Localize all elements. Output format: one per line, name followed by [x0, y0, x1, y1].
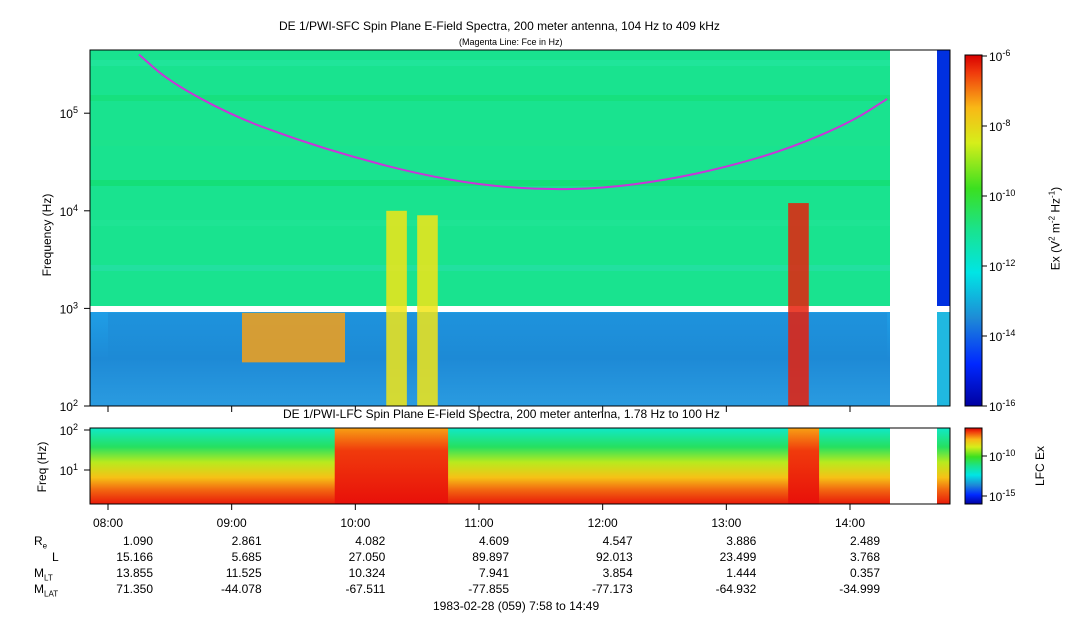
lfc-feature-1: [788, 428, 820, 504]
orbit-cell: 23.499: [719, 550, 757, 564]
orbit-row-label-1: L: [52, 550, 59, 564]
orbit-cell: 89.897: [472, 550, 509, 564]
sfc-title: DE 1/PWI-SFC Spin Plane E-Field Spectra,…: [279, 19, 720, 33]
lfc-colorbar-label: LFC Ex: [1033, 446, 1047, 487]
lfc-features: [334, 428, 820, 504]
sfc-banding: [90, 60, 890, 271]
sfc-cbar-label-1: 10-8: [989, 118, 1010, 134]
orbit-cell: 11.525: [225, 566, 262, 580]
orbit-cell: -64.932: [715, 582, 757, 596]
orbit-cell: 1.444: [726, 566, 757, 580]
sfc-band-0: [90, 60, 890, 66]
lfc-background: [90, 428, 890, 504]
sfc-feature-3: [417, 215, 438, 406]
orbit-row-label-3: MLAT: [34, 582, 59, 599]
sfc-ytick-label-2: 104: [60, 203, 78, 219]
sfc-band-2: [90, 140, 890, 146]
sfc-ylabel: Frequency (Hz): [40, 193, 54, 277]
lfc-ytick-label-1: 102: [60, 422, 78, 438]
fce-magenta-line: [138, 53, 888, 191]
orbit-cell: -34.999: [839, 582, 880, 596]
sfc-feature-1: [241, 312, 346, 363]
orbit-cell: 4.609: [478, 534, 509, 548]
orbit-cell: 4.547: [602, 534, 633, 548]
sfc-band-gap: [90, 306, 950, 312]
sfc-end-column: [937, 50, 950, 306]
sfc-ytick-label-1: 103: [60, 300, 78, 316]
lfc-ytick-label-0: 101: [60, 462, 78, 478]
orbit-cell: -77.855: [468, 582, 509, 596]
orbit-cell: 4.082: [355, 534, 386, 548]
orbit-cell: 1.090: [122, 534, 153, 548]
orbit-cell: 10.324: [348, 566, 386, 580]
lfc-cbar-label-1: 10-15: [989, 488, 1015, 504]
sfc-band-4: [90, 220, 890, 226]
xtick-label-0: 08:00: [93, 516, 123, 530]
sfc-ytick-label-3: 105: [60, 105, 78, 121]
sfc-colorbar: [964, 54, 983, 407]
orbit-cell: 3.886: [726, 534, 757, 548]
lfc-frame: [89, 427, 951, 505]
orbit-cell: 3.854: [602, 566, 633, 580]
orbit-cell: 27.050: [348, 550, 386, 564]
orbit-cell: 5.685: [231, 550, 262, 564]
sfc-band-1: [90, 95, 890, 101]
sfc-cbar-label-2: 10-10: [989, 188, 1015, 204]
xtick-label-5: 13:00: [711, 516, 741, 530]
sfc-emission-features: [241, 203, 809, 406]
xtick-label-2: 10:00: [340, 516, 370, 530]
sfc-cbar-label-4: 10-14: [989, 328, 1015, 344]
sfc-cbar-label-3: 10-12: [989, 258, 1015, 274]
orbit-cell: 15.166: [116, 550, 153, 564]
sfc-low-features: [108, 312, 888, 360]
orbit-row-label-0: Re: [34, 534, 48, 551]
orbit-cell: 0.357: [849, 566, 880, 580]
orbit-cell: -44.078: [220, 582, 262, 596]
sfc-subtitle: (Magenta Line: Fce in Hz): [459, 37, 563, 47]
orbit-cell: 2.489: [849, 534, 880, 548]
sfc-frame: [89, 49, 951, 407]
xtick-label-6: 14:00: [835, 516, 865, 530]
sfc-end-column-low: [937, 312, 950, 406]
xtick-label-3: 11:00: [464, 516, 493, 530]
orbit-cell: 3.768: [849, 550, 880, 564]
orbit-cell: 13.855: [116, 566, 153, 580]
lfc-title: DE 1/PWI-LFC Spin Plane E-Field Spectra,…: [283, 407, 720, 421]
orbit-cell: -77.173: [591, 582, 633, 596]
xtick-label-4: 12:00: [588, 516, 618, 530]
sfc-band-5: [90, 265, 890, 271]
lfc-panel: [89, 427, 951, 505]
sfc-band-3: [90, 180, 890, 186]
sfc-feature-2: [386, 210, 407, 406]
sfc-colorbar-label: Ex (V2 m-2 Hz-1): [1047, 186, 1063, 271]
lfc-end-column: [937, 428, 950, 504]
lfc-colorbar: [964, 427, 983, 505]
orbit-cell: 2.861: [231, 534, 262, 548]
orbit-cell: 71.350: [116, 582, 153, 596]
orbit-cell: 92.013: [595, 550, 633, 564]
sfc-cbar-label-5: 10-16: [989, 398, 1015, 414]
orbit-cell: -67.511: [345, 582, 386, 596]
lfc-cbar-label-0: 10-10: [989, 448, 1015, 464]
footer-date: 1983-02-28 (059) 7:58 to 14:49: [433, 599, 600, 613]
sfc-feature-0: [108, 312, 888, 360]
sfc-cbar-label-0: 10-6: [989, 48, 1010, 64]
orbit-cell: 7.941: [478, 566, 509, 580]
lfc-data-gap: [890, 428, 937, 504]
sfc-ytick-label-0: 102: [60, 398, 78, 414]
orbit-row-label-2: MLT: [34, 566, 53, 583]
sfc-panel: [89, 49, 951, 407]
sfc-data-gap: [890, 50, 937, 406]
lfc-ylabel: Freq (Hz): [35, 441, 49, 493]
sfc-feature-4: [788, 203, 809, 406]
lfc-feature-0: [334, 428, 449, 504]
xtick-label-1: 09:00: [217, 516, 247, 530]
